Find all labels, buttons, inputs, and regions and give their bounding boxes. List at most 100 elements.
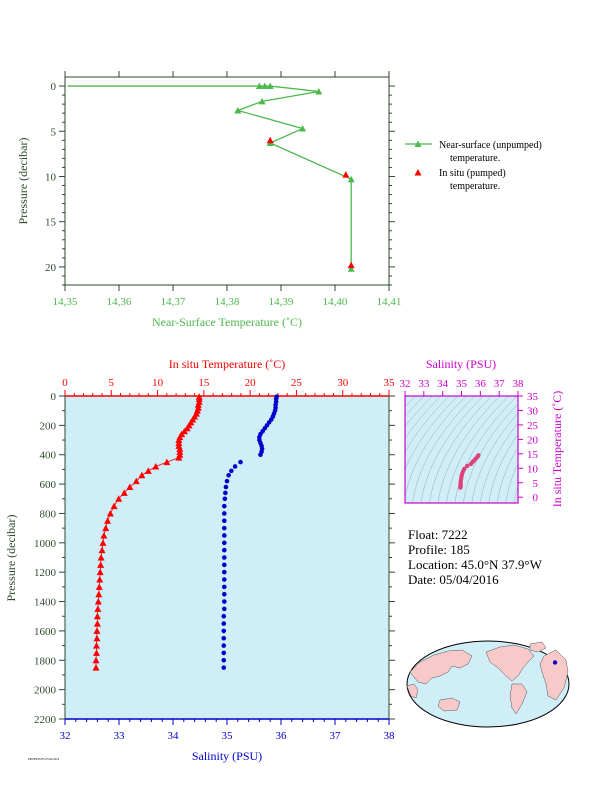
top-chart-series	[67, 82, 355, 272]
ts-points	[458, 453, 481, 490]
salinity-point	[224, 478, 230, 484]
legend-entry1-line1: Near-surface (unpumped)	[439, 140, 542, 151]
top-y-tick-label: 10	[45, 171, 57, 183]
top-x-tick-label: 14,40	[323, 296, 348, 308]
salinity-point	[238, 459, 243, 465]
salinity-point	[221, 650, 227, 656]
density-contour	[446, 396, 509, 503]
salinity-point	[222, 503, 227, 509]
ts-sal-tick-label: 38	[513, 378, 525, 390]
temperature-point	[95, 590, 103, 598]
salinity-point	[222, 555, 227, 560]
in-situ-point	[342, 171, 350, 178]
top-x-tick-label: 14,38	[215, 296, 240, 308]
salinity-point	[223, 490, 228, 496]
top-chart-y-label: Pressure (decibar)	[16, 138, 30, 225]
ts-temp-tick-label: 0	[533, 492, 539, 504]
density-contour	[405, 396, 467, 499]
temperature-point	[93, 627, 101, 634]
salinity-point	[222, 606, 227, 612]
ts-temp-tick-label: 25	[527, 420, 539, 432]
pressure-tick-label: 400	[40, 450, 57, 462]
salinity-point	[222, 584, 227, 590]
ts-temp-tick-label: 30	[527, 405, 539, 417]
density-contour	[513, 484, 518, 503]
temp-tick-label: 5	[109, 377, 115, 389]
density-contour	[405, 396, 425, 417]
ts-temp-tick-label: 15	[527, 449, 539, 461]
ts-point	[464, 463, 470, 469]
temperature-point	[93, 620, 101, 627]
near-surface-line	[67, 85, 352, 269]
temperature-point	[120, 489, 128, 496]
density-contour	[429, 396, 492, 503]
temperature-point	[104, 517, 112, 524]
sal-tick-label: 36	[276, 730, 288, 742]
salinity-point	[258, 452, 263, 458]
pressure-tick-label: 1000	[34, 538, 57, 550]
temperature-point	[110, 502, 118, 510]
near-surface-point	[258, 97, 266, 105]
pressure-tick-label: 1200	[34, 567, 57, 579]
top-chart-frame	[64, 76, 390, 286]
near-surface-point	[299, 125, 307, 132]
sal-tick-label: 34	[168, 730, 180, 742]
top-y-tick-label: 5	[51, 126, 57, 138]
temperature-axis-ticks: 0 5 10 15 20 25 30 35	[62, 377, 395, 396]
near-surface-point	[234, 106, 242, 114]
temp-tick-label: 10	[152, 377, 164, 389]
salinity-point	[223, 484, 229, 490]
salinity-point	[222, 569, 227, 575]
temp-tick-label: 20	[245, 377, 257, 389]
salinity-point	[222, 533, 227, 538]
ts-temp-tick-label: 35	[527, 391, 539, 403]
salinity-point	[222, 511, 227, 516]
ts-temp-tick-label: 10	[527, 463, 539, 475]
temperature-point	[94, 598, 102, 605]
top-chart-legend: Near-surface (unpumped) temperature. In …	[405, 140, 542, 192]
salinity-point	[222, 591, 227, 597]
salinity-point	[222, 540, 227, 546]
temperature-point	[93, 634, 101, 642]
density-contour	[405, 396, 459, 471]
temperature-point	[97, 554, 105, 561]
near-surface-point	[315, 87, 323, 95]
temperature-point	[92, 656, 100, 664]
salinity-point	[221, 635, 227, 641]
ts-sal-tick-label: 32	[400, 378, 411, 390]
salinity-point	[226, 472, 231, 478]
temperature-point	[98, 546, 106, 554]
near-surface-temperature-chart: 14,35 14,36 14,37 14,38 14,39 14,40 14,41 0 5 10…	[16, 71, 542, 329]
ts-temperature-label: In situ Temperature (˚C)	[550, 391, 564, 508]
temperature-point	[138, 471, 146, 479]
temperature-profile-series	[92, 393, 203, 671]
salinity-point	[222, 496, 228, 502]
map-land-europe-africa-east	[539, 649, 569, 701]
map-land-asia	[409, 649, 473, 685]
in-situ-point	[266, 136, 274, 144]
float-id: Float: 7222	[408, 527, 468, 542]
pressure-tick-label: 2000	[34, 685, 57, 697]
density-contour	[405, 396, 442, 439]
density-contour	[488, 434, 518, 503]
temperature-point	[163, 458, 171, 466]
near-surface-point	[347, 175, 355, 183]
temp-tick-label: 35	[384, 377, 396, 389]
profile-y-label: Pressure (decibar)	[4, 515, 18, 602]
density-contour	[420, 396, 484, 503]
top-y-tick-label: 15	[45, 217, 57, 229]
temperature-point	[175, 454, 183, 461]
sal-tick-label: 32	[60, 730, 71, 742]
temperature-point	[92, 649, 100, 656]
world-map	[406, 640, 570, 728]
float-location: Location: 45.0°N 37.9°W	[408, 557, 542, 572]
map-land-australia	[437, 697, 461, 712]
density-contour	[405, 396, 450, 453]
ts-temperature-ticks: 0 5 10 15 20 25 30 35	[518, 391, 539, 504]
pressure-tick-label: 200	[40, 420, 57, 432]
temperature-point	[152, 462, 160, 470]
density-contour	[463, 403, 518, 503]
sal-tick-label: 35	[222, 730, 234, 742]
map-land-north-america	[485, 644, 535, 682]
temp-tick-label: 30	[337, 377, 349, 389]
